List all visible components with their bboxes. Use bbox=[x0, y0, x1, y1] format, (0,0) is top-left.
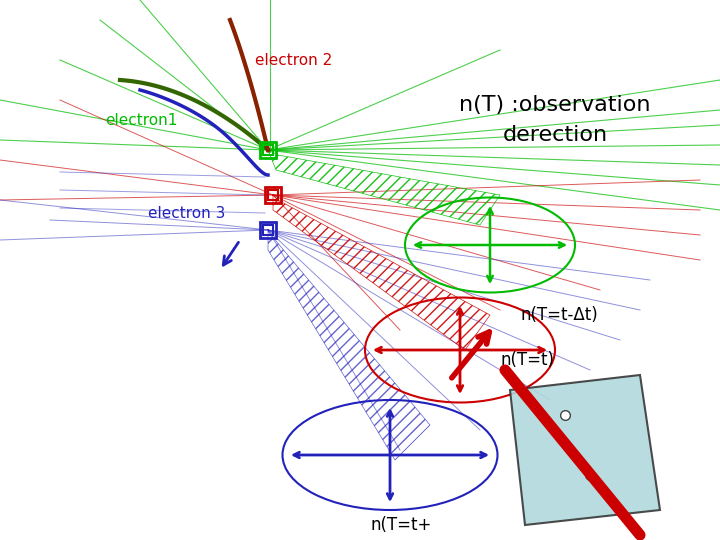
Text: n(T) :observation: n(T) :observation bbox=[459, 95, 651, 115]
Bar bbox=[265, 187, 281, 203]
Text: n(T=t): n(T=t) bbox=[500, 351, 554, 369]
Text: electron 3: electron 3 bbox=[148, 206, 225, 221]
Polygon shape bbox=[510, 375, 660, 525]
Text: derection: derection bbox=[503, 125, 608, 145]
Bar bbox=[260, 142, 276, 158]
Text: n(T=t-Δt): n(T=t-Δt) bbox=[520, 306, 598, 324]
Text: n(T=t+: n(T=t+ bbox=[370, 516, 431, 534]
Bar bbox=[263, 145, 273, 155]
Bar bbox=[263, 225, 273, 235]
Text: electron 2: electron 2 bbox=[255, 53, 332, 68]
Text: electron1: electron1 bbox=[105, 113, 177, 128]
Bar bbox=[268, 190, 278, 200]
Bar bbox=[260, 222, 276, 238]
